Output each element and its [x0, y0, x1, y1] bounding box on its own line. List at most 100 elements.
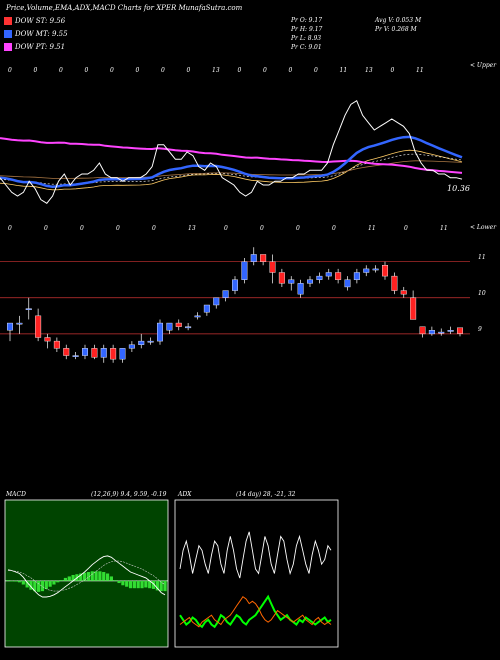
candle-body: [44, 337, 51, 342]
page-title: Price,Volume,EMA,ADX,MACD Charts for XPE…: [6, 4, 243, 12]
candle-body: [372, 268, 379, 271]
bottom-date-label: 0: [296, 225, 300, 232]
candle-body: [363, 268, 370, 273]
macd-header: (12,26,9) 9.4, 9.59, -0.19: [91, 491, 167, 498]
candle-body: [91, 348, 98, 358]
stat-pr-l: Pr L: 8.93: [291, 35, 322, 42]
lower-band-label: < Lower: [470, 224, 497, 231]
candle-body: [447, 330, 454, 332]
macd-hist-bar: [148, 580, 152, 589]
adx-line: [179, 531, 332, 579]
macd-title: MACD: [6, 491, 26, 498]
macd-hist-bar: [109, 576, 113, 581]
macd-hist-bar: [63, 577, 68, 581]
ema-long-line: [0, 137, 463, 174]
candle-body: [16, 322, 23, 325]
macd-signal-line: [8, 560, 166, 592]
top-date-label: 11: [340, 67, 348, 74]
candle-body: [344, 279, 351, 288]
macd-hist-bar: [98, 571, 102, 581]
legend-dow-pt: DOW PT: 9.51: [15, 43, 66, 51]
candle-body: [6, 322, 13, 331]
stat-avg-v: Avg V: 0.053 M: [375, 17, 422, 24]
bottom-date-label: 0: [80, 225, 84, 232]
candle-body: [325, 272, 332, 277]
stat-pr-o: Pr O: 9.17: [291, 17, 323, 24]
candle-body: [297, 283, 304, 295]
macd-hist-bar: [25, 580, 29, 588]
candle-body: [72, 355, 79, 357]
candle-body: [231, 279, 238, 291]
macd-hist-bar: [163, 580, 167, 592]
candle-body: [382, 265, 389, 277]
top-date-label: 0: [187, 67, 191, 74]
macd-hist-bar: [94, 571, 98, 581]
bottom-date-label: 0: [260, 225, 264, 232]
top-date-label: 0: [391, 67, 395, 74]
top-date-label: 0: [161, 67, 165, 74]
candle-body: [278, 272, 285, 284]
candle-body: [269, 261, 276, 273]
candle-body: [353, 272, 360, 280]
legend-swatch-mt: [4, 30, 12, 38]
adx-minus-di-line: [179, 595, 332, 628]
macd-hist-bar: [86, 572, 91, 581]
macd-hist-bar: [128, 580, 133, 589]
top-date-label: 0: [34, 67, 38, 74]
macd-hist-bar: [6, 580, 10, 581]
bottom-date-label: 11: [368, 225, 376, 232]
legend-dow-mt: DOW MT: 9.55: [15, 30, 68, 38]
candle-body: [400, 290, 407, 295]
candle-body: [110, 348, 117, 360]
candle-body: [241, 261, 248, 280]
macd-hist-bar: [136, 580, 140, 589]
top-date-label: 0: [289, 67, 293, 74]
macd-hist-bar: [155, 580, 159, 591]
bottom-date-label: 0: [116, 225, 120, 232]
candle-body: [250, 254, 257, 262]
ema-mid-line: [0, 135, 463, 189]
adx-plus-di-line: [179, 594, 332, 629]
candle-body: [25, 308, 32, 311]
legend-dow-st: DOW ST: 9.56: [15, 17, 66, 25]
top-date-label: 0: [314, 67, 318, 74]
price-label-9: 9: [478, 325, 482, 333]
macd-hist-bar: [82, 572, 87, 581]
candle-body: [119, 348, 126, 360]
macd-hist-bar: [151, 580, 156, 589]
macd-hist-bar: [79, 573, 83, 581]
stat-pr-c: Pr C: 9.01: [291, 44, 322, 51]
candle-body: [335, 272, 342, 280]
candle-body: [156, 322, 163, 342]
candle-body: [457, 327, 464, 334]
candle-body: [175, 322, 182, 327]
macd-hist-bar: [10, 580, 14, 582]
candle-body: [166, 322, 173, 331]
top-date-label: 0: [85, 67, 89, 74]
candle-body: [428, 330, 435, 335]
macd-hist-bar: [121, 580, 125, 586]
candle-body: [410, 297, 417, 320]
top-date-label: 13: [365, 67, 373, 74]
bottom-date-label: 0: [8, 225, 12, 232]
macd-hist-bar: [37, 580, 41, 592]
macd-hist-bar: [56, 580, 60, 583]
bottom-date-label: 0: [224, 225, 228, 232]
candle-body: [419, 326, 426, 335]
macd-hist-bar: [21, 580, 25, 585]
macd-hist-bar: [48, 580, 52, 587]
macd-hist-bar: [113, 580, 117, 581]
macd-hist-bar: [33, 580, 37, 592]
candle-body: [213, 297, 220, 306]
empty-panel: [345, 500, 495, 647]
candle-body: [63, 348, 70, 356]
bottom-date-label: 0: [152, 225, 156, 232]
bottom-date-label: 0: [332, 225, 336, 232]
candle-body: [316, 275, 323, 280]
ema-overlay-gold: [0, 149, 463, 191]
candle-body: [194, 315, 201, 318]
candle-body: [147, 340, 154, 343]
macd-hist-bar: [144, 580, 148, 588]
legend-swatch-pt: [4, 43, 12, 51]
